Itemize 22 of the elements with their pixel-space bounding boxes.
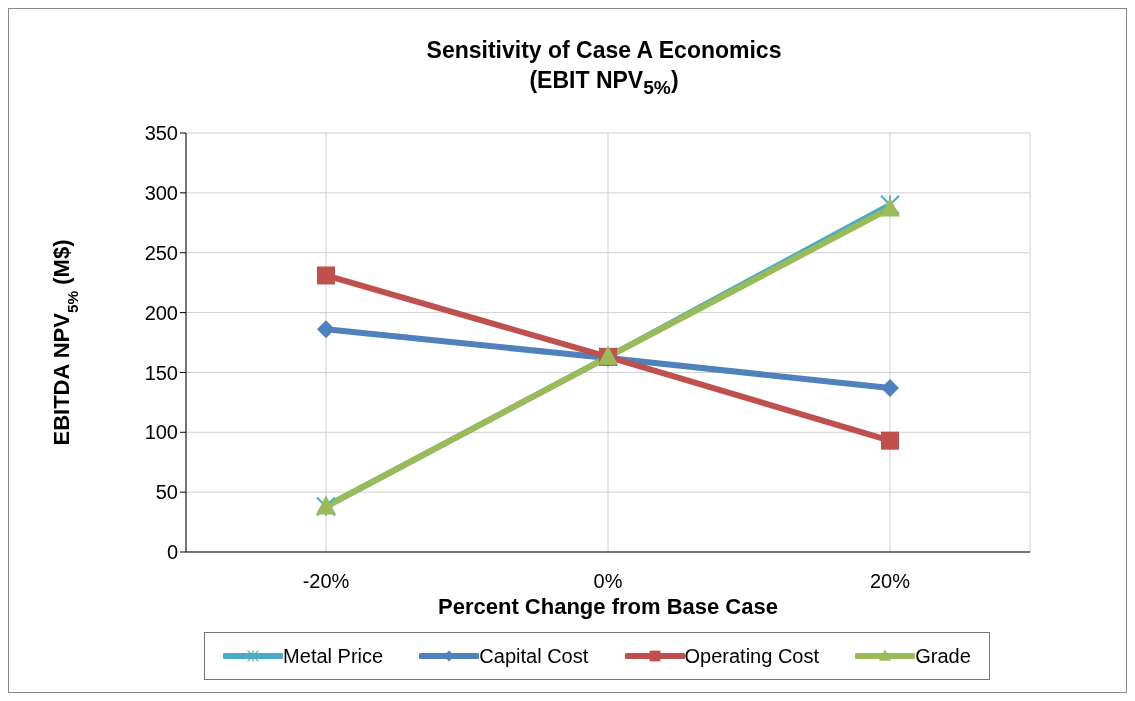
chart-title: Sensitivity of Case A Economics [425, 36, 783, 65]
legend-label: Metal Price [283, 644, 384, 668]
point [317, 266, 335, 285]
chart-subtitle: (EBIT NPV$_{5%}$) [528, 66, 680, 100]
point [317, 320, 335, 339]
y-tick-label: 300 [144, 181, 178, 204]
x-tick-label: 20% [869, 570, 911, 593]
y-tick-label: 150 [144, 361, 178, 384]
y-tick-label: 200 [144, 301, 178, 324]
legend-label: Operating Cost [684, 644, 820, 668]
legend-label: Grade [915, 644, 971, 668]
legend-label: Capital Cost [479, 644, 589, 668]
x-tick-label: 0% [593, 570, 623, 593]
x-tick-label: -20% [302, 570, 350, 593]
y-tick-label: 350 [144, 122, 178, 145]
y-tick-label: 100 [144, 421, 178, 444]
point [881, 378, 899, 397]
y-tick-label: 50 [155, 481, 178, 504]
point [881, 431, 899, 450]
y-tick-label: 0 [166, 541, 178, 564]
x-axis-title: Percent Change from Base Case [438, 594, 778, 619]
y-tick-label: 250 [144, 241, 178, 264]
